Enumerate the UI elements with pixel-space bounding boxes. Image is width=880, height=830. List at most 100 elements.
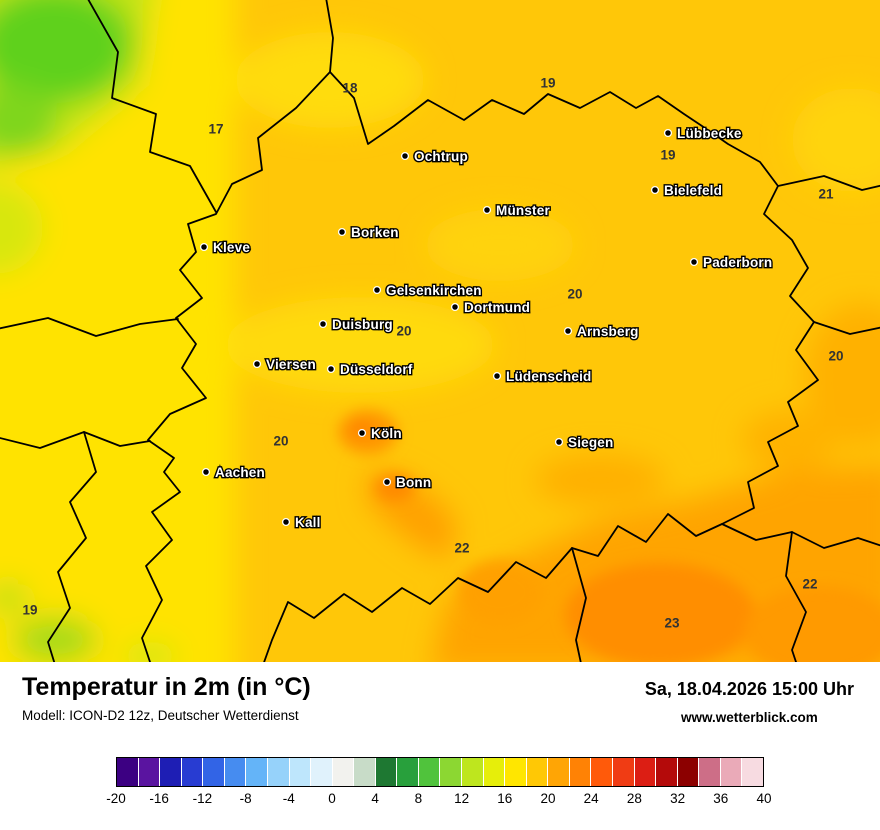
colorbar-segment	[138, 758, 161, 786]
temperature-value-label: 20	[273, 434, 288, 449]
colorbar-segment	[160, 758, 182, 786]
city-marker-d-sseldorf: Düsseldorf	[326, 360, 414, 378]
colorbar-tick-label: -16	[149, 791, 169, 806]
colorbar-segment	[634, 758, 657, 786]
city-label: Arnsberg	[577, 324, 639, 339]
city-label: Kleve	[213, 240, 250, 255]
city-markers-layer: Ochtrup Lübbecke Münster Bielefeld Borken Kle…	[199, 124, 774, 531]
colorbar-tick-label: -12	[192, 791, 213, 806]
city-label: Gelsenkirchen	[386, 283, 482, 298]
city-marker-dortmund: Dortmund	[450, 298, 531, 316]
border-nrw-north-east-south	[263, 71, 819, 662]
colorbar-segment	[505, 758, 527, 786]
colorbar-segment	[569, 758, 592, 786]
weather-map: 18 19 17 19 21 20 20 20 20 22 22 23 19 Ochtrup Lübbec…	[0, 0, 880, 662]
colorbar-segment	[483, 758, 506, 786]
city-dot	[382, 477, 392, 487]
colorbar-scale	[116, 757, 764, 787]
city-dot	[400, 151, 410, 161]
temperature-value-label: 19	[540, 76, 555, 91]
colorbar-segment	[354, 758, 376, 786]
city-label: Lüdenscheid	[506, 369, 591, 384]
colorbar-segment	[526, 758, 549, 786]
city-dot	[372, 285, 382, 295]
temperature-value-label: 19	[22, 603, 37, 618]
colorbar-tick-label: 32	[670, 791, 686, 806]
city-label: Lübbecke	[677, 126, 742, 141]
state-borders	[0, 0, 880, 662]
colorbar-segment	[720, 758, 743, 786]
colorbar-tick-row: -20 -16 -12 -8 -4 0 4 8 12 16 20 24 28 32 36 40	[106, 791, 771, 809]
city-label: Bielefeld	[664, 183, 722, 198]
city-marker-paderborn: Paderborn	[689, 253, 774, 271]
city-dot	[357, 428, 367, 438]
colorbar-tick-label: 40	[756, 791, 772, 806]
city-dot	[337, 227, 347, 237]
colorbar-tick-label: 20	[540, 791, 556, 806]
temperature-value-label: 17	[208, 122, 223, 137]
footer-left-column: Temperatur in 2m (in °C) Modell: ICON-D2…	[22, 672, 311, 725]
colorbar-tick-label: 36	[713, 791, 729, 806]
city-label: Düsseldorf	[340, 362, 413, 377]
city-label: Münster	[496, 203, 550, 218]
temperature-value-label: 19	[660, 148, 675, 163]
colorbar-segment	[440, 758, 462, 786]
border-hessen-rlp	[785, 531, 807, 662]
colorbar-segment	[462, 758, 484, 786]
city-marker-ochtrup: Ochtrup	[400, 147, 469, 165]
colorbar-tick-label: -8	[239, 791, 252, 806]
colorbar-tick-label: 12	[454, 791, 470, 806]
colorbar-segment	[224, 758, 247, 786]
colorbar-segment	[267, 758, 290, 786]
temperature-value-label: 20	[828, 349, 843, 364]
city-label: Duisburg	[332, 317, 393, 332]
temperature-colorbar: -20 -16 -12 -8 -4 0 4 8 12 16 20 24 28 32 36 40	[106, 757, 772, 809]
city-label: Kall	[295, 515, 321, 530]
page-title: Temperatur in 2m (in °C)	[22, 673, 311, 701]
border-be-south	[47, 431, 97, 662]
border-right-mid	[813, 321, 880, 335]
city-marker-aachen: Aachen	[201, 463, 266, 481]
city-marker-bonn: Bonn	[382, 473, 432, 491]
temperature-value-label: 20	[396, 324, 411, 339]
border-right-top	[777, 175, 880, 191]
city-dot	[554, 437, 564, 447]
city-marker-kleve: Kleve	[199, 238, 252, 256]
city-label: Ochtrup	[414, 149, 468, 164]
colorbar-segment	[677, 758, 700, 786]
colorbar-tick-label: 24	[583, 791, 599, 806]
city-marker-l-bbecke: Lübbecke	[663, 124, 743, 142]
temperature-map-svg: 18 19 17 19 21 20 20 20 20 22 22 23 19 Ochtrup Lübbec…	[0, 0, 880, 662]
city-label: Bonn	[396, 475, 431, 490]
city-label: Viersen	[266, 357, 316, 372]
city-label: Dortmund	[464, 300, 530, 315]
city-dot	[281, 517, 291, 527]
temperature-value-label: 22	[454, 541, 469, 556]
city-dot	[326, 364, 336, 374]
colorbar-segment	[418, 758, 441, 786]
temperature-value-label: 20	[567, 287, 582, 302]
city-dot	[450, 302, 460, 312]
colorbar-tick-label: -20	[106, 791, 126, 806]
city-marker-viersen: Viersen	[252, 355, 317, 373]
city-marker-duisburg: Duisburg	[318, 315, 394, 333]
colorbar-tick-label: -4	[282, 791, 295, 806]
city-dot	[199, 242, 209, 252]
colorbar-segment	[117, 758, 139, 786]
city-marker-arnsberg: Arnsberg	[563, 322, 640, 340]
map-footer: Temperatur in 2m (in °C) Modell: ICON-D2…	[0, 662, 880, 830]
colorbar-segment	[289, 758, 312, 786]
border-nrw-west	[141, 0, 334, 662]
temperature-value-label: 22	[802, 577, 817, 592]
colorbar-segment	[375, 758, 398, 786]
city-dot	[689, 257, 699, 267]
footer-text-block: Temperatur in 2m (in °C) Modell: ICON-D2…	[0, 662, 880, 725]
temperature-hotspots	[338, 410, 880, 662]
city-label: Borken	[351, 225, 399, 240]
colorbar-segment	[548, 758, 570, 786]
colorbar-segment	[612, 758, 635, 786]
colorbar-segment	[591, 758, 613, 786]
city-label: Aachen	[215, 465, 265, 480]
colorbar-segment	[311, 758, 333, 786]
colorbar-segment	[656, 758, 678, 786]
